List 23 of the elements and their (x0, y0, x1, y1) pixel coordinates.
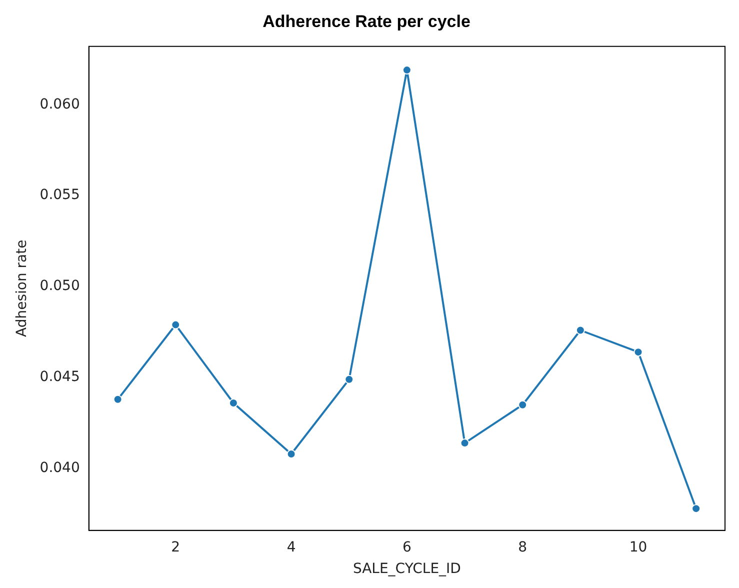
x-tick-label: 6 (402, 539, 412, 556)
x-tick-label: 10 (629, 539, 648, 556)
point (692, 504, 701, 514)
y-tick-label: 0.040 (40, 460, 80, 476)
point (113, 394, 122, 404)
x-axis-title: SALE_CYCLE_ID (352, 561, 461, 578)
point (518, 400, 528, 410)
y-tick-label: 0.050 (40, 278, 80, 294)
point (576, 326, 585, 335)
point (286, 449, 296, 458)
point (634, 348, 643, 357)
point (228, 398, 238, 408)
x-tick-label: 8 (518, 539, 528, 556)
chart-title: Adherence Rate per cycle (262, 12, 470, 31)
y-axis-title: Adhesion rate (14, 240, 30, 338)
y-tick-label: 0.060 (40, 96, 80, 112)
x-tick-label: 2 (171, 539, 180, 556)
x-tick-label: 4 (286, 539, 296, 556)
y-tick-label: 0.045 (40, 369, 80, 386)
y-tick-label: 0.055 (40, 187, 80, 204)
point (402, 66, 412, 75)
point (171, 320, 180, 330)
point (344, 374, 354, 384)
